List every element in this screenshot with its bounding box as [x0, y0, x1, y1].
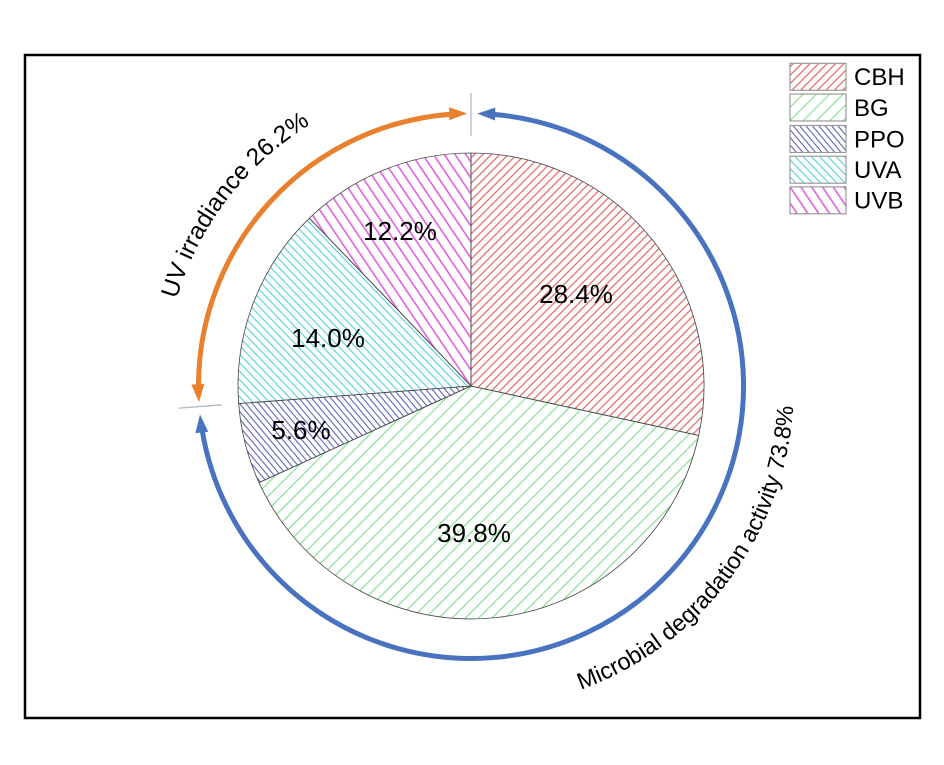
- svg-text:UVA: UVA: [854, 157, 902, 184]
- svg-text:14.0%: 14.0%: [291, 323, 365, 353]
- svg-text:UVB: UVB: [854, 188, 903, 215]
- svg-text:CBH: CBH: [854, 64, 905, 91]
- svg-text:12.2%: 12.2%: [363, 216, 437, 246]
- svg-text:39.8%: 39.8%: [437, 518, 511, 548]
- svg-text:PPO: PPO: [854, 126, 905, 153]
- svg-text:28.4%: 28.4%: [539, 279, 613, 309]
- svg-text:BG: BG: [854, 95, 889, 122]
- svg-text:5.6%: 5.6%: [271, 415, 330, 445]
